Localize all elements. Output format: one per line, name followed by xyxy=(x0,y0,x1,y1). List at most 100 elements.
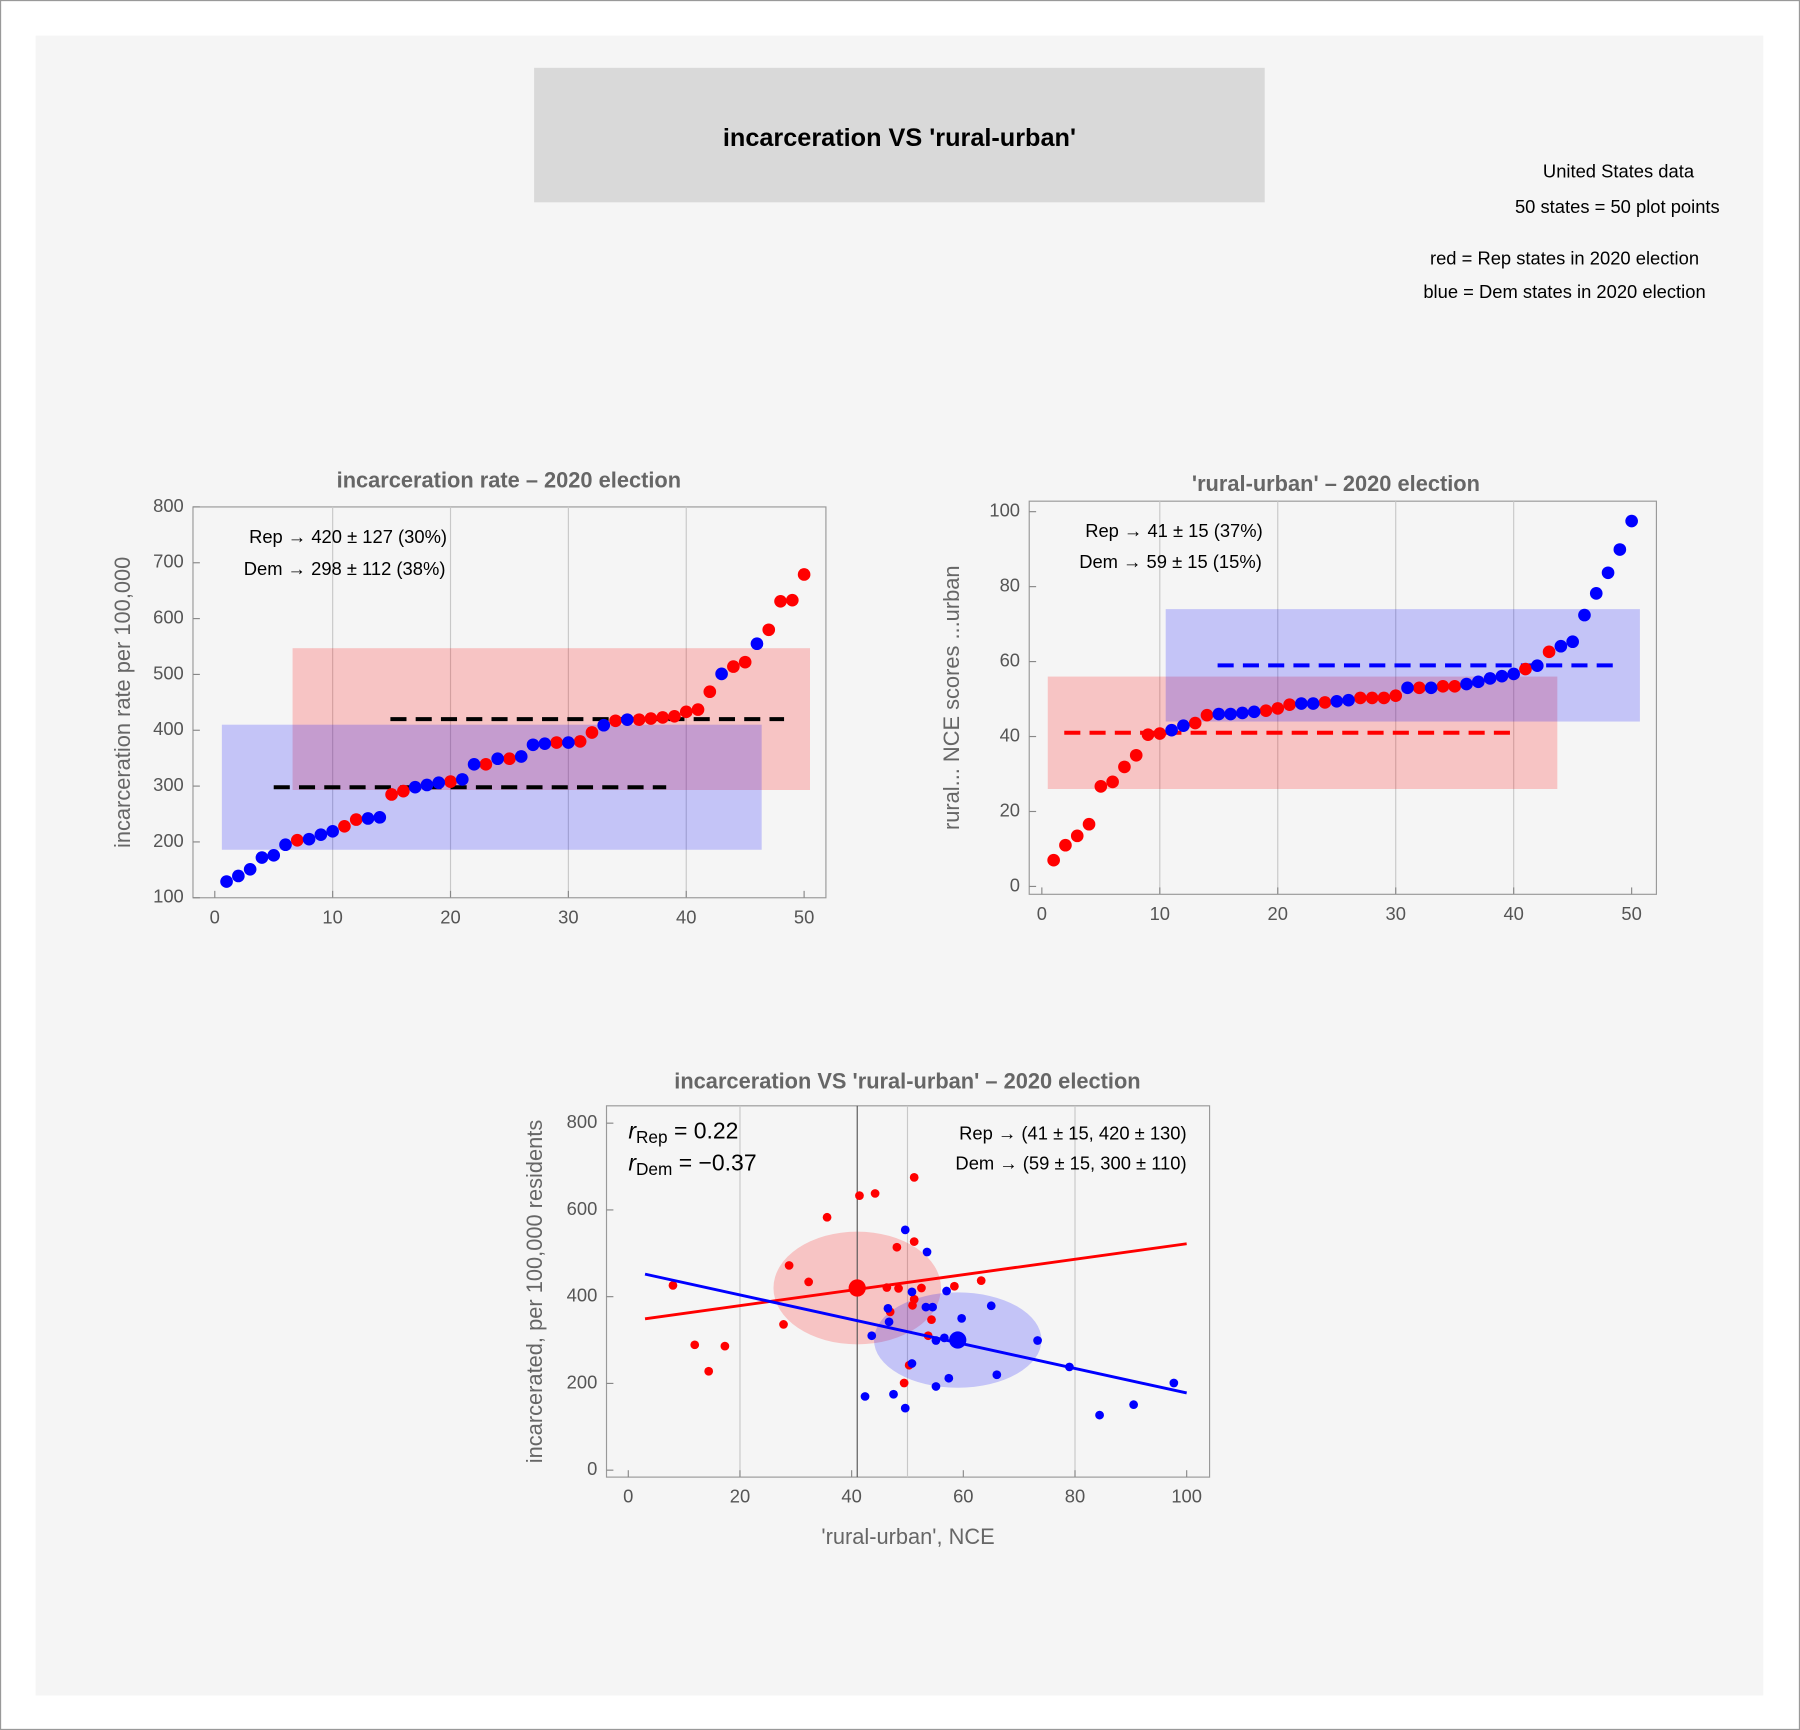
note: red = Rep states in 2020 election xyxy=(1430,248,1699,269)
point xyxy=(867,1331,877,1341)
point xyxy=(691,703,705,716)
point xyxy=(727,660,740,673)
corr-subscript: Rep xyxy=(636,1127,668,1147)
point xyxy=(326,824,339,838)
point xyxy=(1471,675,1485,689)
point xyxy=(1436,679,1450,693)
point xyxy=(928,1302,937,1312)
point xyxy=(1412,681,1426,695)
y-axis-label: incarcerated, per 100,000 residents xyxy=(522,1120,547,1464)
point xyxy=(550,736,563,749)
point xyxy=(1188,716,1202,730)
x-tick-label: 10 xyxy=(1150,903,1170,924)
x-tick-label: 20 xyxy=(1268,903,1288,924)
point xyxy=(762,623,776,637)
point xyxy=(1118,760,1131,774)
point xyxy=(1106,775,1119,789)
page-title: incarceration VS 'rural-urban' xyxy=(723,124,1076,152)
point xyxy=(1448,679,1462,693)
y-tick-label: 400 xyxy=(567,1285,598,1306)
chart-title: 'rural-urban' – 2020 election xyxy=(1192,471,1480,496)
point xyxy=(1094,780,1108,793)
point xyxy=(1236,706,1249,720)
point xyxy=(1625,514,1638,528)
correlation: rRep = 0.22 xyxy=(628,1117,738,1146)
annotation: Rep → (41 ± 15, 420 ± 130) xyxy=(959,1122,1186,1143)
point xyxy=(690,1340,700,1350)
point xyxy=(597,718,611,732)
point xyxy=(942,1286,951,1296)
corr-value: = 0.22 xyxy=(668,1117,739,1143)
annotation: Dem → 298 ± 112 (38%) xyxy=(244,558,446,579)
point xyxy=(892,1242,902,1252)
y-tick-label: 300 xyxy=(153,774,184,795)
point xyxy=(917,1283,926,1293)
y-tick-label: 400 xyxy=(153,718,184,739)
point xyxy=(373,811,387,824)
point xyxy=(1129,748,1143,762)
x-tick-label: 100 xyxy=(1171,1486,1202,1507)
y-tick-label: 600 xyxy=(153,606,184,627)
x-tick-label: 40 xyxy=(841,1486,861,1507)
annotation: Dem → 59 ± 15 (15%) xyxy=(1079,551,1262,572)
plot-frame xyxy=(192,506,827,899)
point xyxy=(1295,697,1308,710)
point xyxy=(338,819,351,833)
chart-title: incarceration rate – 2020 election xyxy=(337,467,681,492)
point xyxy=(704,1366,714,1376)
point xyxy=(907,1287,917,1297)
point xyxy=(1141,728,1155,741)
point xyxy=(1129,1400,1138,1410)
point xyxy=(738,655,752,669)
point xyxy=(1589,587,1603,600)
point xyxy=(1365,691,1379,705)
x-tick-label: 40 xyxy=(1503,903,1523,924)
point xyxy=(1554,639,1568,653)
corr-symbol: r xyxy=(628,1117,637,1143)
point xyxy=(420,778,434,792)
point xyxy=(232,869,245,883)
note: 50 states = 50 plot points xyxy=(1515,196,1720,217)
point xyxy=(894,1284,903,1293)
point xyxy=(385,788,398,801)
point xyxy=(1330,694,1344,708)
point xyxy=(644,712,658,725)
point xyxy=(1033,1336,1042,1345)
point xyxy=(900,1403,910,1413)
point xyxy=(900,1225,910,1235)
point xyxy=(632,713,646,726)
y-tick-label: 20 xyxy=(1000,799,1020,820)
point xyxy=(491,752,504,766)
point xyxy=(349,813,363,826)
point xyxy=(855,1191,864,1200)
point xyxy=(703,685,717,699)
point xyxy=(279,838,292,852)
point xyxy=(784,1261,794,1270)
y-tick-label: 600 xyxy=(567,1198,598,1219)
point xyxy=(1200,708,1214,722)
point xyxy=(1530,659,1544,673)
point xyxy=(361,812,375,825)
point xyxy=(255,851,269,864)
point xyxy=(720,1341,730,1351)
y-tick-label: 100 xyxy=(153,886,184,907)
corr-value: = −0.37 xyxy=(672,1150,756,1176)
point xyxy=(931,1382,941,1391)
x-tick-label: 0 xyxy=(1037,903,1047,924)
point xyxy=(1377,691,1391,705)
y-axis-label: incarceration rate per 100,000 xyxy=(110,557,135,848)
y-tick-label: 60 xyxy=(1000,649,1020,670)
point xyxy=(976,1276,986,1285)
fit-line xyxy=(644,1272,1187,1395)
point xyxy=(1047,853,1060,867)
point xyxy=(1224,707,1237,721)
point xyxy=(562,736,575,749)
point xyxy=(889,1389,898,1399)
point xyxy=(1165,723,1178,737)
fit-line xyxy=(644,1242,1187,1321)
point xyxy=(909,1294,919,1304)
point xyxy=(314,828,328,841)
point xyxy=(921,1302,931,1312)
y-tick-label: 800 xyxy=(567,1111,598,1132)
